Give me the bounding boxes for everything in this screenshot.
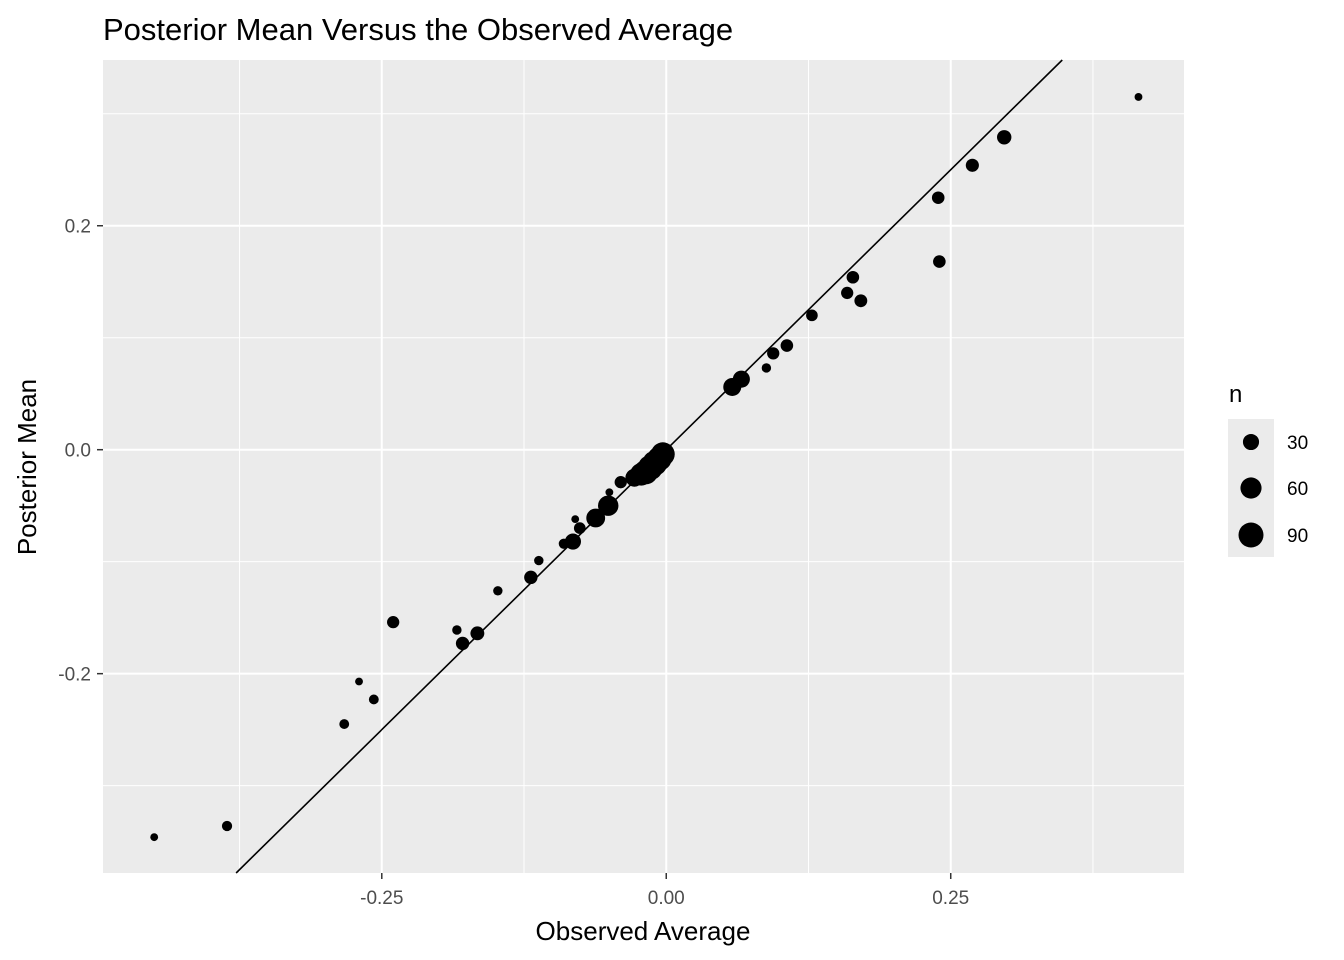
y-axis: -0.2 0.0 0.2 [58, 217, 103, 686]
data-point [1134, 93, 1143, 101]
data-point [339, 719, 350, 729]
data-point [780, 339, 794, 352]
data-point [650, 442, 675, 467]
y-tick-label: 0.0 [65, 441, 91, 462]
legend-title: n [1229, 381, 1242, 408]
data-point [564, 533, 582, 550]
data-point [931, 191, 945, 205]
data-point [598, 495, 619, 516]
data-point [586, 508, 606, 528]
data-point [470, 626, 485, 641]
data-point [614, 476, 627, 489]
data-point [534, 555, 544, 566]
x-tick-label: -0.25 [360, 888, 403, 909]
data-point [965, 158, 979, 172]
data-point [854, 294, 868, 308]
data-point [933, 255, 946, 268]
x-tick-label: 0.00 [648, 888, 685, 909]
data-point [761, 363, 772, 373]
points-layer [150, 93, 1143, 842]
x-axis-title: Observed Average [536, 916, 751, 946]
data-point [452, 625, 462, 635]
data-point [997, 130, 1012, 145]
data-point [368, 694, 379, 705]
legend-label: 90 [1287, 526, 1308, 547]
legend-key-point [1238, 522, 1264, 548]
x-tick-label: 0.25 [932, 888, 969, 909]
data-point [732, 370, 750, 388]
data-point [455, 636, 470, 651]
data-point [806, 309, 818, 322]
legend: n 30 60 90 [1228, 381, 1308, 557]
legend-key-point [1240, 477, 1262, 499]
data-point [605, 488, 614, 497]
data-point [767, 347, 780, 360]
data-point [355, 677, 363, 686]
data-point [221, 820, 233, 832]
y-tick-label: -0.2 [58, 665, 91, 686]
legend-key-point [1242, 433, 1260, 451]
data-point [846, 270, 860, 284]
data-point [571, 515, 580, 524]
data-point [573, 522, 586, 534]
data-point [150, 833, 159, 842]
data-point [493, 586, 503, 596]
data-point [387, 616, 400, 629]
x-axis: -0.25 0.00 0.25 [360, 873, 969, 909]
y-tick-label: 0.2 [65, 217, 91, 238]
legend-label: 60 [1287, 479, 1308, 500]
legend-keys: 30 60 90 [1238, 433, 1308, 548]
data-point [841, 286, 854, 300]
chart-title: Posterior Mean Versus the Observed Avera… [103, 12, 733, 47]
legend-label: 30 [1287, 433, 1308, 454]
y-axis-title: Posterior Mean [12, 379, 42, 555]
minor-grid [103, 60, 1184, 873]
data-point [524, 570, 538, 585]
